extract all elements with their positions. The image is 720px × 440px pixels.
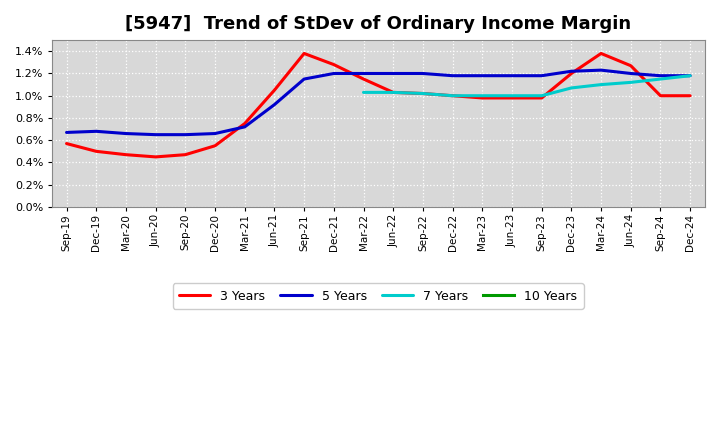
5 Years [449,73,457,78]
3 Years [270,88,279,93]
5 Years [478,73,487,78]
5 Years [359,71,368,76]
5 Years [330,71,338,76]
7 Years [567,85,576,91]
3 Years [151,154,160,160]
5 Years [300,77,308,82]
3 Years [211,143,220,148]
3 Years [418,91,427,96]
7 Years [656,77,665,82]
3 Years [240,121,249,126]
3 Years [181,152,189,158]
3 Years [92,149,101,154]
5 Years [418,71,427,76]
7 Years [478,93,487,99]
5 Years [508,73,516,78]
3 Years [122,152,130,158]
Title: [5947]  Trend of StDev of Ordinary Income Margin: [5947] Trend of StDev of Ordinary Income… [125,15,631,33]
5 Years [240,124,249,129]
5 Years [151,132,160,137]
3 Years [567,71,576,76]
3 Years [508,95,516,101]
7 Years [449,93,457,99]
7 Years [359,90,368,95]
3 Years [389,90,397,95]
5 Years [181,132,189,137]
5 Years [686,73,695,78]
5 Years [122,131,130,136]
Legend: 3 Years, 5 Years, 7 Years, 10 Years: 3 Years, 5 Years, 7 Years, 10 Years [173,283,584,309]
5 Years [567,69,576,74]
7 Years [389,90,397,95]
3 Years [300,51,308,56]
5 Years [537,73,546,78]
7 Years [418,91,427,96]
7 Years [537,93,546,99]
5 Years [211,131,220,136]
5 Years [389,71,397,76]
5 Years [62,130,71,135]
3 Years [62,141,71,146]
5 Years [597,67,606,73]
Line: 3 Years: 3 Years [66,53,690,157]
3 Years [626,63,635,68]
7 Years [508,93,516,99]
5 Years [656,73,665,78]
3 Years [656,93,665,99]
5 Years [270,102,279,107]
Line: 7 Years: 7 Years [364,76,690,96]
7 Years [597,82,606,87]
3 Years [330,62,338,67]
5 Years [92,128,101,134]
7 Years [626,80,635,85]
3 Years [449,93,457,99]
3 Years [478,95,487,101]
3 Years [537,95,546,101]
7 Years [686,73,695,78]
5 Years [626,71,635,76]
3 Years [686,93,695,99]
3 Years [359,77,368,82]
Line: 5 Years: 5 Years [66,70,690,135]
3 Years [597,51,606,56]
